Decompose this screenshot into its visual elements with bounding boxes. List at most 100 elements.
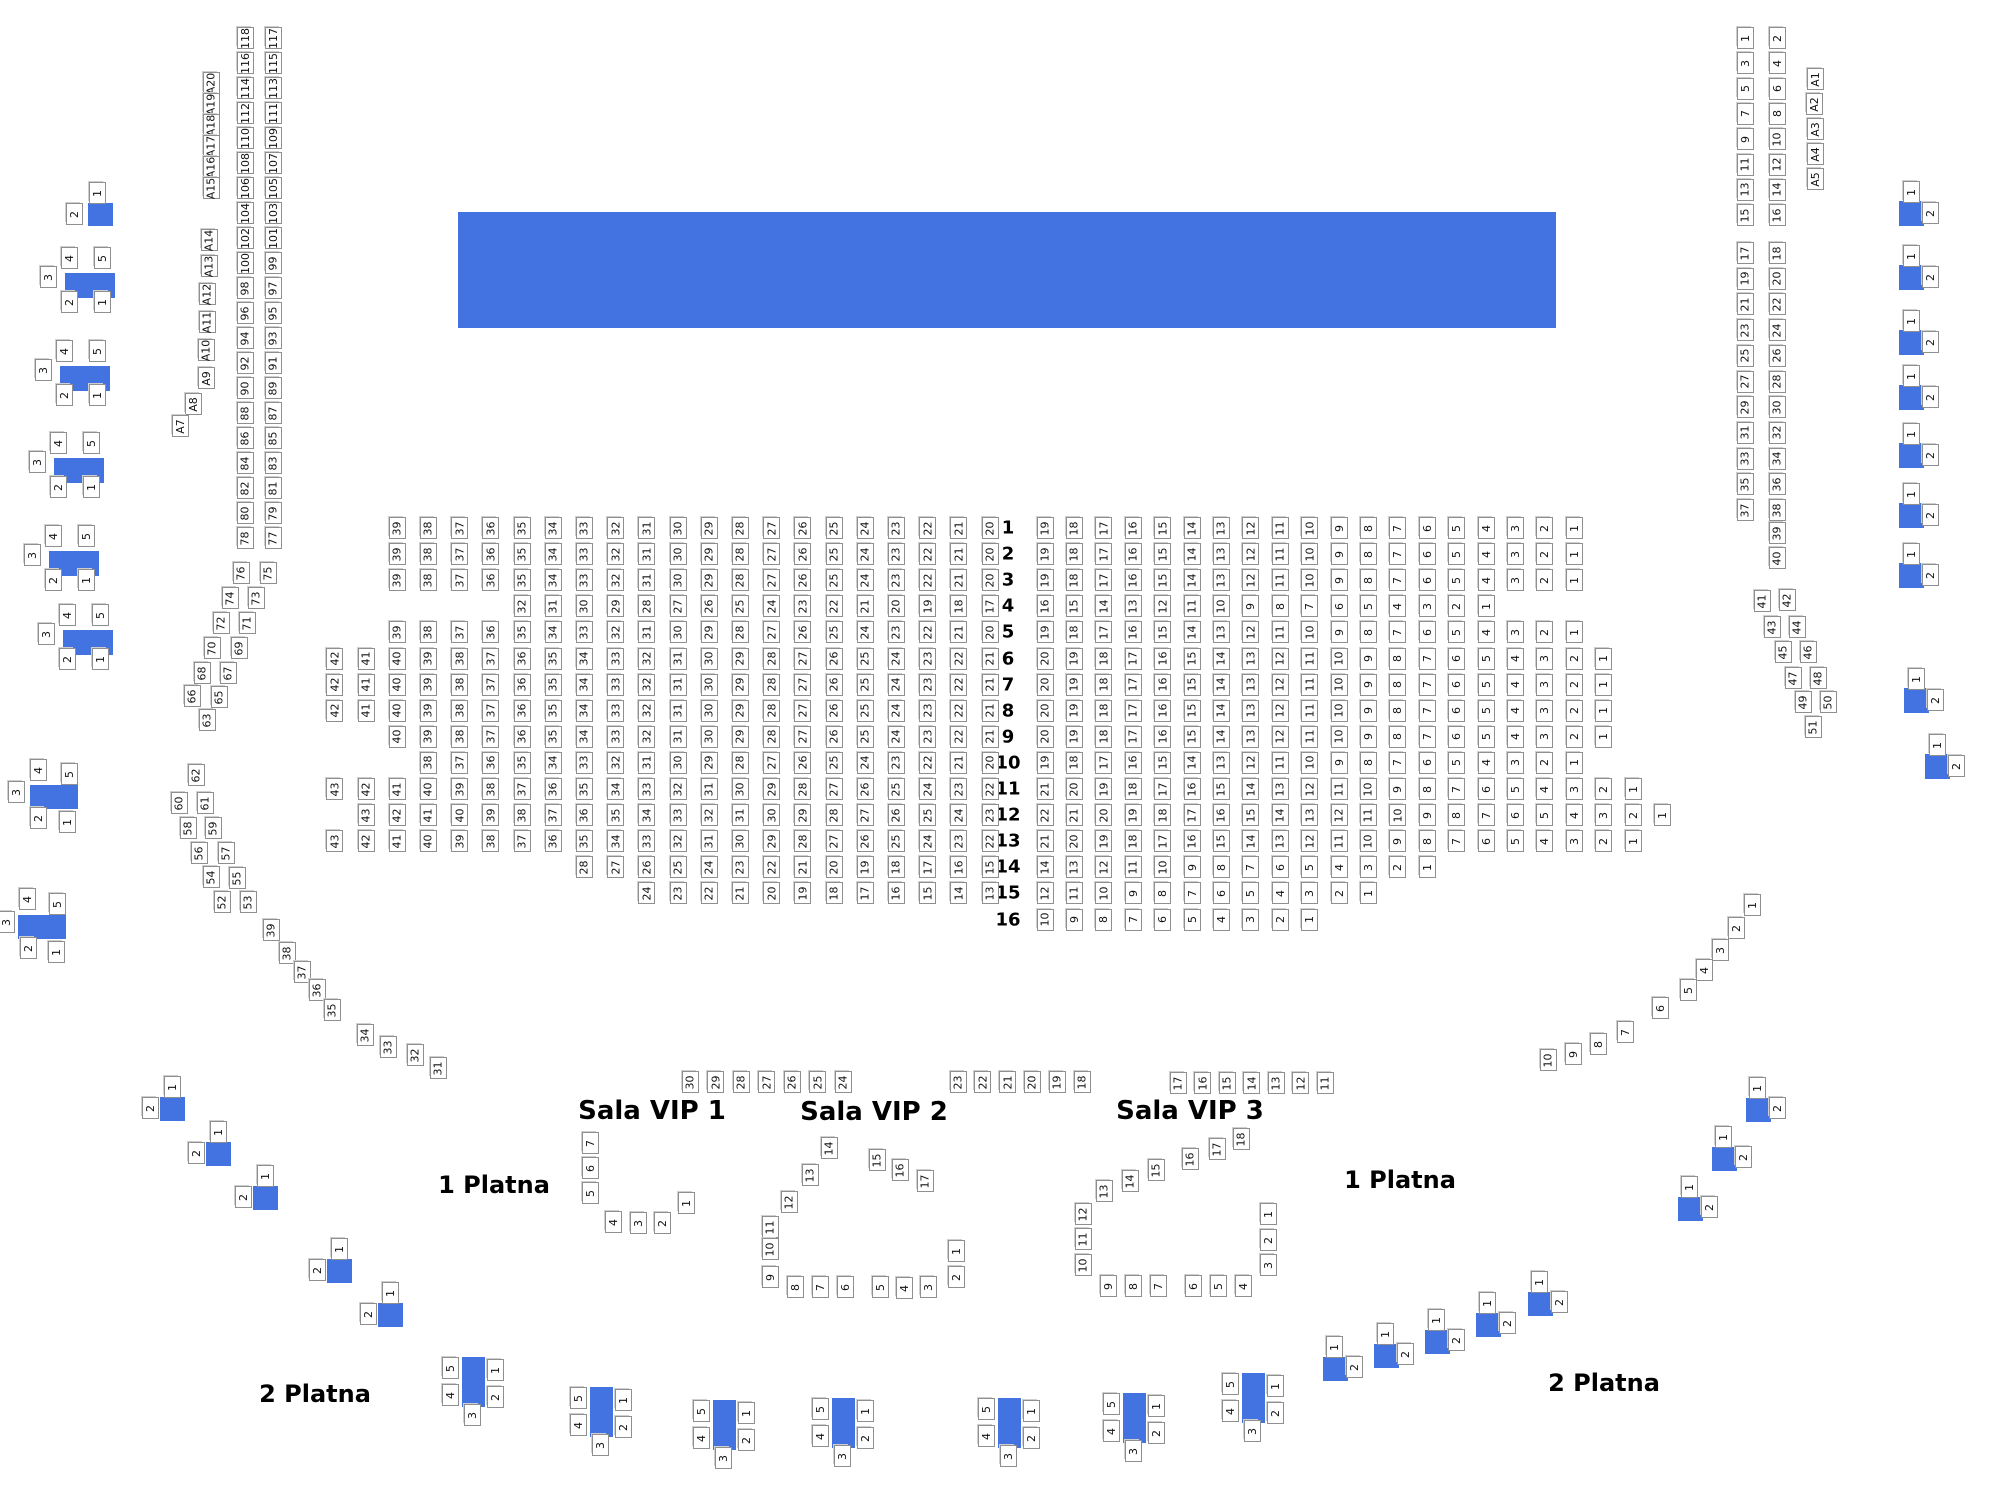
seat-69[interactable]: 69 [230,637,248,659]
seat-31[interactable]: 31 [669,725,687,748]
seat-14[interactable]: 14 [1036,856,1054,879]
seat-28[interactable]: 28 [1768,370,1786,393]
seat-21[interactable]: 21 [794,856,812,879]
seat-9[interactable]: 9 [1359,699,1377,722]
seat-16[interactable]: 16 [1154,647,1172,670]
seat-74[interactable]: 74 [221,587,239,609]
seat-2[interactable]: 2 [856,1427,874,1449]
seat-5[interactable]: 5 [1679,979,1697,1001]
seat-2[interactable]: 2 [1624,804,1642,827]
seat-28[interactable]: 28 [763,647,781,670]
seat-9[interactable]: 9 [761,1266,779,1288]
seat-9[interactable]: 9 [1564,1043,1582,1065]
seat-1[interactable]: 1 [1653,804,1671,827]
seat-2[interactable]: 2 [1727,917,1745,939]
seat-12[interactable]: 12 [1242,517,1260,539]
seat-16[interactable]: 16 [1212,804,1230,827]
seat-10[interactable]: 10 [1301,569,1319,592]
seat-2[interactable]: 2 [486,1386,504,1408]
seat-32[interactable]: 32 [607,543,625,566]
seat-21[interactable]: 21 [1036,778,1054,800]
seat-3[interactable]: 3 [1536,673,1554,696]
seat-32[interactable]: 32 [638,699,656,722]
seat-23[interactable]: 23 [887,751,905,774]
seat-13[interactable]: 13 [981,882,999,905]
seat-22[interactable]: 22 [919,621,937,644]
seat-7[interactable]: 7 [581,1132,599,1154]
seat-25[interactable]: 25 [1736,344,1754,367]
seat-23[interactable]: 23 [919,647,937,670]
seat-14[interactable]: 14 [1121,1170,1139,1192]
seat-31[interactable]: 31 [638,751,656,774]
seat-18[interactable]: 18 [1065,543,1083,566]
seat-4[interactable]: 4 [55,340,73,362]
seat-16[interactable]: 16 [1036,595,1054,618]
seat-2[interactable]: 2 [737,1429,755,1451]
seat-6[interactable]: 6 [1418,569,1436,592]
seat-5[interactable]: 5 [1209,1275,1227,1297]
seat-5[interactable]: 5 [1506,778,1524,800]
seat-16[interactable]: 16 [887,882,905,905]
seat-14[interactable]: 14 [1183,543,1201,566]
seat-5[interactable]: 5 [1477,647,1495,670]
seat-51[interactable]: 51 [1804,716,1822,738]
seat-49[interactable]: 49 [1794,691,1812,713]
seat-27[interactable]: 27 [758,1071,775,1093]
seat-38[interactable]: 38 [419,621,437,644]
seat-12[interactable]: 12 [1301,830,1319,853]
seat-15[interactable]: 15 [1154,621,1172,644]
seat-34[interactable]: 34 [544,751,562,774]
seat-2[interactable]: 2 [1921,386,1939,408]
seat-18[interactable]: 18 [1073,1071,1091,1093]
seat-15[interactable]: 15 [1147,1159,1165,1181]
seat-30[interactable]: 30 [681,1071,699,1093]
seat-27[interactable]: 27 [763,751,781,774]
seat-7[interactable]: 7 [1736,102,1754,125]
seat-3[interactable]: 3 [1259,1254,1277,1276]
seat-2[interactable]: 2 [1921,564,1939,586]
seat-5[interactable]: 5 [1448,569,1466,592]
seat-34[interactable]: 34 [544,621,562,644]
seat-13[interactable]: 13 [1242,699,1260,722]
seat-30[interactable]: 30 [700,699,718,722]
seat-8[interactable]: 8 [1448,804,1466,827]
seat-3[interactable]: 3 [1124,1440,1142,1462]
seat-8[interactable]: 8 [786,1276,804,1298]
seat-61[interactable]: 61 [196,792,214,814]
seat-5[interactable]: 5 [77,525,95,547]
seat-7[interactable]: 7 [1448,830,1466,853]
seat-38[interactable]: 38 [451,673,469,696]
seat-1[interactable]: 1 [77,569,95,591]
seat-102[interactable]: 102 [236,227,254,249]
seat-1[interactable]: 1 [1736,27,1754,49]
seat-6[interactable]: 6 [1448,647,1466,670]
seat-26[interactable]: 26 [825,725,843,748]
seat-40[interactable]: 40 [388,647,406,670]
seat-17[interactable]: 17 [1095,751,1113,774]
seat-26[interactable]: 26 [856,778,874,800]
seat-15[interactable]: 15 [1065,595,1083,618]
seat-24[interactable]: 24 [856,751,874,774]
seat-7[interactable]: 7 [1418,647,1436,670]
seat-11[interactable]: 11 [1271,751,1289,774]
seat-22[interactable]: 22 [1768,293,1786,316]
seat-28[interactable]: 28 [731,543,749,566]
seat-2[interactable]: 2 [1536,543,1554,566]
seat-1[interactable]: 1 [486,1359,504,1381]
seat-36[interactable]: 36 [513,647,531,670]
seat-6[interactable]: 6 [836,1276,854,1298]
seat-3[interactable]: 3 [1301,882,1319,905]
seat-23[interactable]: 23 [887,569,905,592]
seat-4[interactable]: 4 [1389,595,1407,618]
seat-8[interactable]: 8 [1389,699,1407,722]
seat-32[interactable]: 32 [1768,421,1786,444]
seat-36[interactable]: 36 [482,621,500,644]
seat-32[interactable]: 32 [669,830,687,853]
seat-24[interactable]: 24 [1768,319,1786,342]
seat-5[interactable]: 5 [977,1398,995,1420]
seat-21[interactable]: 21 [1065,804,1083,827]
seat-A12[interactable]: A12 [198,283,216,305]
seat-A8[interactable]: A8 [184,393,202,415]
seat-1[interactable]: 1 [1595,647,1613,670]
seat-25[interactable]: 25 [825,517,843,539]
